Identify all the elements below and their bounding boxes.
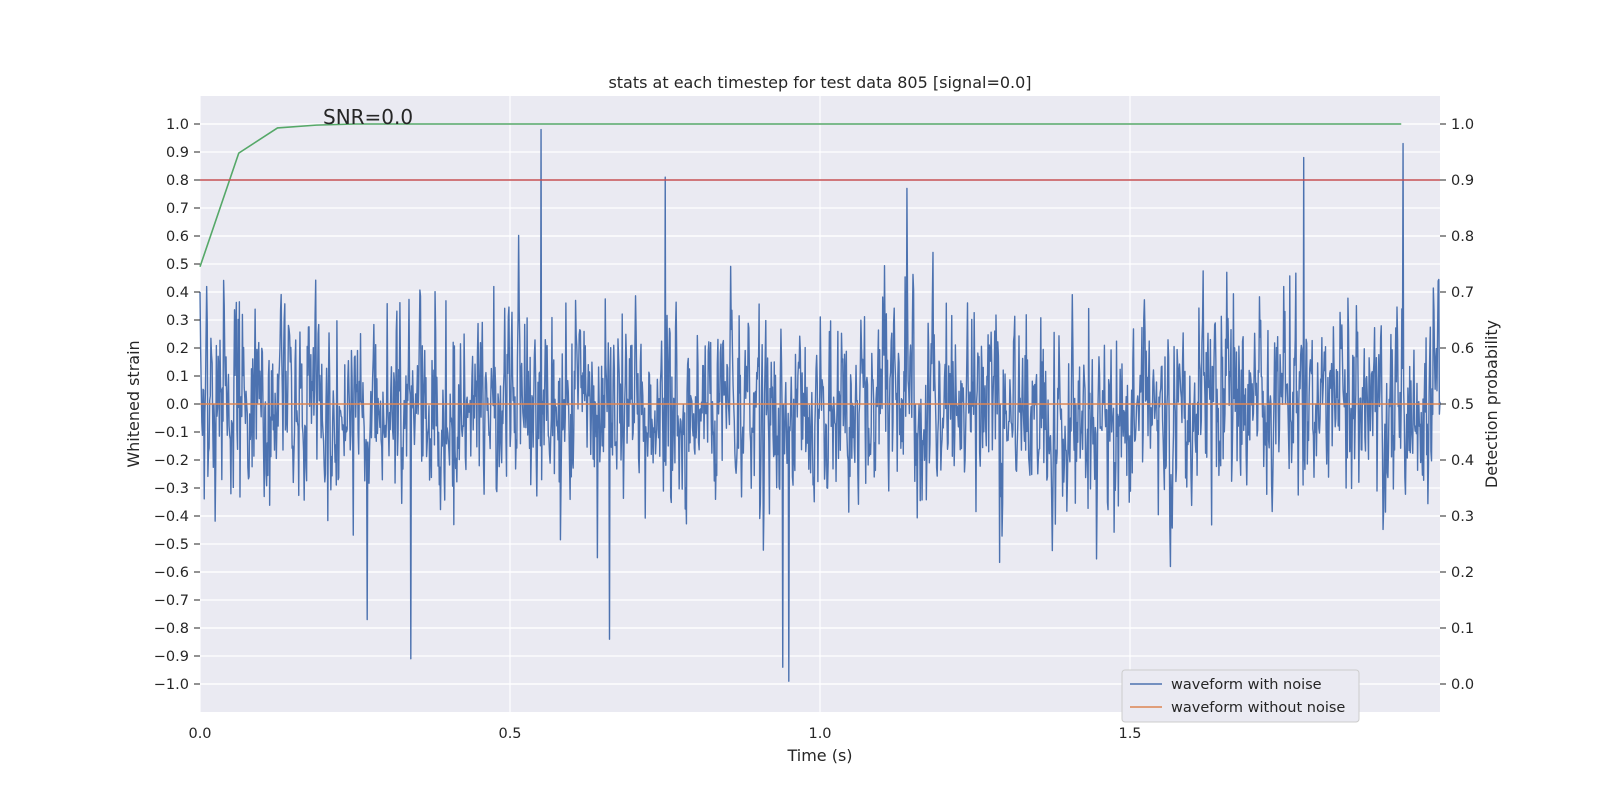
y-tick-label: 0.1 — [166, 369, 189, 385]
y-tick-label: −0.5 — [154, 537, 189, 553]
y2-tick-label: 0.1 — [1451, 621, 1474, 637]
series-detection-probability — [199, 123, 1402, 268]
y2-tick-label: 0.7 — [1451, 285, 1474, 301]
y-tick-label: −0.4 — [154, 509, 189, 525]
y2-tick-label: 0.3 — [1451, 509, 1474, 525]
y-tick-label: 0.2 — [166, 341, 189, 357]
y-tick-label: 0.7 — [166, 201, 189, 217]
legend-label-noise: waveform with noise — [1171, 677, 1322, 693]
y-tick-label: −0.8 — [154, 621, 189, 637]
y-tick-label: −0.2 — [154, 453, 189, 469]
y-tick-label: −0.9 — [154, 649, 189, 665]
x-tick-label: 1.0 — [808, 726, 831, 742]
y-tick-label: −0.6 — [154, 565, 189, 581]
y2-tick-label: 0.5 — [1451, 397, 1474, 413]
y-tick-label: 0.6 — [166, 229, 189, 245]
legend: waveform with noise waveform without noi… — [1121, 669, 1360, 723]
y2-tick-label: 0.6 — [1451, 341, 1474, 357]
y2-tick-label: 0.0 — [1451, 677, 1474, 693]
series-waveform-with-noise — [199, 128, 1441, 682]
series-layer — [199, 123, 1441, 682]
y-tick-label: 0.0 — [166, 397, 189, 413]
legend-label-clean: waveform without noise — [1171, 700, 1345, 716]
y-tick-label: 0.8 — [166, 173, 189, 189]
y-tick-label: −0.7 — [154, 593, 189, 609]
y-tick-label: 0.5 — [166, 257, 189, 273]
y-tick-label: 0.3 — [166, 313, 189, 329]
y-axis-label: Whitened strain — [124, 340, 143, 467]
y-tick-label: −1.0 — [154, 677, 189, 693]
y2-axis-label: Detection probability — [1482, 320, 1501, 488]
x-tick-label: 0.0 — [188, 726, 211, 742]
axes: 0.0 0.5 1.0 1.5 1.0 0.9 0.8 0.7 0.6 0.5 0.4 0.3 0.2 0… — [154, 117, 1474, 742]
snr-annotation: SNR=0.0 — [323, 105, 413, 129]
y2-tick-label: 0.9 — [1451, 173, 1474, 189]
y-tick-label: 0.4 — [166, 285, 189, 301]
chart-title: stats at each timestep for test data 805… — [608, 73, 1031, 92]
y-tick-label: −0.3 — [154, 481, 189, 497]
x-axis-label: Time (s) — [786, 746, 852, 765]
y2-tick-label: 0.4 — [1451, 453, 1474, 469]
x-tick-label: 0.5 — [498, 726, 521, 742]
y2-tick-label: 0.2 — [1451, 565, 1474, 581]
y-tick-label: 0.9 — [166, 145, 189, 161]
y-tick-label: −0.1 — [154, 425, 189, 441]
legend-frame — [1121, 669, 1360, 723]
y2-tick-label: 0.8 — [1451, 229, 1474, 245]
x-tick-label: 1.5 — [1118, 726, 1141, 742]
y2-tick-label: 1.0 — [1451, 117, 1474, 133]
y-tick-label: 1.0 — [166, 117, 189, 133]
